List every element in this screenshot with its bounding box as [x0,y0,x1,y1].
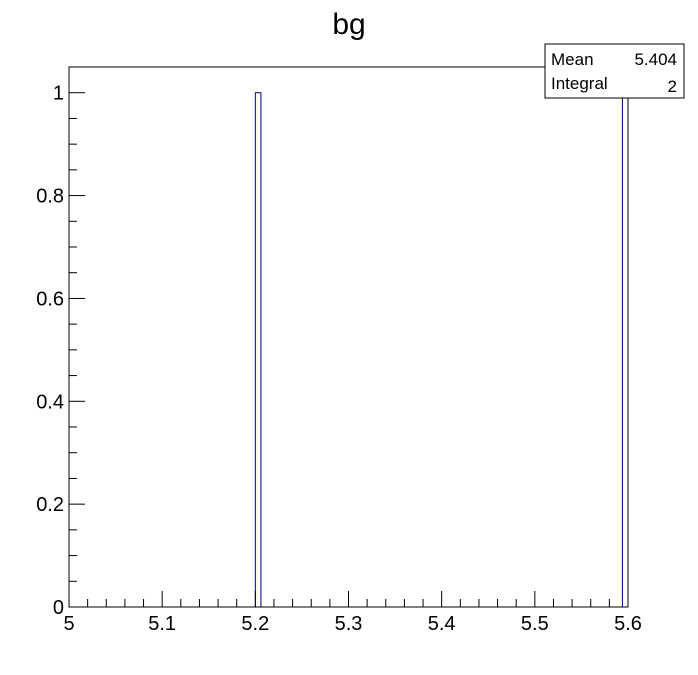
histogram-bar [621,92,629,608]
plot-frame [68,66,629,608]
x-tick-label: 5.3 [335,613,363,635]
y-tick-label: 0.4 [36,391,64,413]
y-tick-label: 0.8 [36,186,64,208]
y-tick-label: 0.6 [36,288,64,310]
stats-box-frame [544,43,685,99]
y-tick-labels: 0 0.2 0.4 0.6 0.8 1 [36,83,64,619]
stats-mean-value: 5.404 [634,50,677,69]
x-tick-label: 5.2 [241,613,269,635]
axis-ticks [68,66,629,608]
stats-integral-value: 2 [668,77,677,96]
stats-mean-label: Mean [551,50,594,69]
y-tick-label: 1 [53,83,64,105]
y-tick-label: 0 [53,597,64,619]
bars-group [254,92,629,608]
x-tick-label: 5.6 [614,613,642,635]
x-tick-label: 5.5 [521,613,549,635]
stats-box: Mean 5.404 Integral 2 [544,43,685,99]
histogram-bar [254,92,262,608]
x-tick-labels: 5 5.1 5.2 5.3 5.4 5.5 5.6 [63,613,641,635]
x-tick-label: 5.1 [148,613,176,635]
stats-integral-label: Integral [551,74,608,93]
x-tick-label: 5.4 [428,613,456,635]
chart-title: bg [332,8,365,41]
x-tick-label: 5 [63,613,74,635]
y-tick-label: 0.2 [36,494,64,516]
